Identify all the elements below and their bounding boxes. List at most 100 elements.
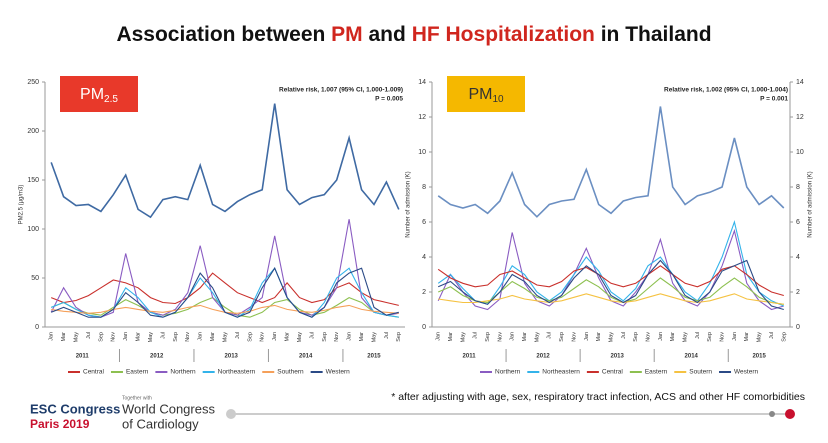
x-tick-label: Jan	[510, 332, 516, 341]
y2-tick-label: 0	[796, 324, 800, 331]
x-tick-label: Jul	[621, 332, 627, 339]
series-line	[50, 267, 399, 318]
y-axis-label: Number of admission (K)	[406, 171, 412, 237]
series-line	[437, 106, 785, 218]
y-tick-label: 2	[422, 289, 426, 296]
x-tick-label: May	[757, 332, 763, 343]
series-line	[437, 265, 784, 297]
x-tick-label: Nov	[185, 332, 191, 342]
title-part: Association between	[116, 23, 331, 46]
y2-tick-label: 4	[796, 254, 800, 261]
x-tick-label: May	[683, 332, 689, 343]
badge-label: PM2.5	[80, 86, 118, 104]
x-tick-label: Sep	[633, 332, 639, 342]
wcc-brand: World Congress	[122, 401, 215, 416]
x-tick-label: Sep	[98, 332, 104, 342]
x-tick-label: Nov	[497, 332, 503, 342]
series-line	[437, 220, 785, 307]
x-tick-label: Sep	[707, 332, 713, 342]
x-tick-label: Jul	[473, 332, 479, 339]
x-tick-label: Jan	[584, 332, 590, 341]
x-tick-label: Nov	[645, 332, 651, 342]
year-label: 2014	[685, 354, 699, 360]
badge-sub: 10	[492, 94, 504, 105]
x-tick-label: Nov	[720, 332, 726, 342]
y-tick-label: 12	[418, 114, 426, 121]
badge-text: PM	[80, 86, 104, 103]
series-line	[50, 103, 400, 219]
year-label: 2013	[225, 354, 239, 360]
x-tick-label: Mar	[359, 332, 365, 342]
x-tick-label: May	[148, 332, 154, 343]
annotation: P = 0.001	[760, 96, 788, 103]
footer-dot	[226, 409, 236, 419]
footer-dot	[785, 409, 795, 419]
badge	[447, 76, 525, 112]
footer-dot	[769, 411, 775, 417]
x-tick-label: Mar	[136, 332, 142, 342]
legend-label: Southern	[277, 369, 304, 376]
series-line	[50, 296, 399, 318]
x-tick-label: Mar	[61, 332, 67, 342]
x-tick-label: Mar	[670, 332, 676, 342]
x-tick-label: Jul	[160, 332, 166, 339]
x-tick-label: Mar	[744, 332, 750, 342]
footnote: * after adjusting with age, sex, respira…	[391, 391, 805, 403]
y2-tick-label: 12	[796, 114, 804, 121]
x-tick-label: Sep	[485, 332, 491, 342]
x-tick-label: Jul	[769, 332, 775, 339]
y-tick-label: 6	[422, 219, 426, 226]
y2-tick-label: 14	[796, 79, 804, 86]
badge	[60, 76, 138, 112]
y-tick-label: 0	[422, 324, 426, 331]
x-tick-label: Mar	[448, 332, 454, 342]
x-tick-label: Jan	[123, 332, 129, 341]
x-tick-label: Jan	[658, 332, 664, 341]
y-axis-label: PM2.5 (µg/m3)	[19, 185, 25, 225]
year-label: 2013	[610, 354, 624, 360]
title-part: in Thailand	[595, 23, 712, 46]
year-label: 2011	[76, 354, 90, 360]
legend-label: Western	[734, 369, 758, 376]
x-tick-label: Jul	[309, 332, 315, 339]
x-tick-label: Mar	[285, 332, 291, 342]
x-tick-label: Mar	[210, 332, 216, 342]
wcc-brand: of Cardiology	[122, 416, 199, 431]
x-tick-label: Sep	[396, 332, 402, 342]
esc-brand: ESC Congress	[30, 401, 120, 416]
legend-label: Central	[602, 369, 624, 376]
x-tick-label: Jan	[732, 332, 738, 341]
x-tick-label: May	[534, 332, 540, 343]
x-tick-label: Nov	[111, 332, 117, 342]
y-tick-label: 200	[27, 128, 39, 135]
year-label: 2015	[752, 354, 766, 360]
y-tick-label: 10	[418, 149, 426, 156]
x-tick-label: Sep	[247, 332, 253, 342]
x-tick-label: Jul	[695, 332, 701, 339]
x-tick-label: Sep	[559, 332, 565, 342]
badge-text: PM	[468, 86, 492, 103]
legend-label: Eastern	[645, 369, 668, 376]
y-tick-label: 8	[422, 184, 426, 191]
x-tick-label: Nov	[334, 332, 340, 342]
legend-label: Soutern	[689, 369, 712, 376]
series-line	[50, 219, 399, 318]
x-tick-label: Jan	[49, 332, 55, 341]
x-tick-label: Sep	[173, 332, 179, 342]
legend-label: Central	[83, 369, 105, 376]
title-part: and	[363, 23, 412, 46]
x-tick-label: Mar	[596, 332, 602, 342]
badge-label: PM10	[468, 86, 504, 104]
y2-tick-label: 2	[796, 289, 800, 296]
y-tick-label: 4	[422, 254, 426, 261]
y-tick-label: 250	[27, 79, 39, 86]
year-label: 2011	[463, 354, 477, 360]
x-tick-label: Jul	[547, 332, 553, 339]
x-tick-label: Nov	[571, 332, 577, 342]
annotation: P = 0.005	[375, 96, 403, 103]
year-label: 2012	[150, 354, 164, 360]
legend-label: Northern	[495, 369, 521, 376]
x-tick-label: Jan	[272, 332, 278, 341]
x-tick-label: Nov	[260, 332, 266, 342]
